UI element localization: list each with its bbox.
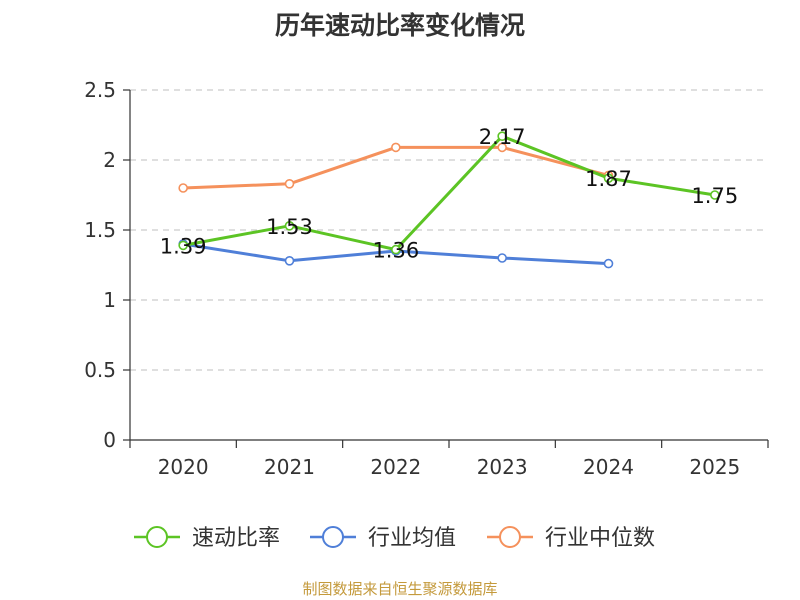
x-tick-label: 2025 <box>689 455 740 479</box>
x-tick-label: 2022 <box>370 455 421 479</box>
data-label: 2.17 <box>479 125 526 149</box>
data-label: 1.87 <box>585 167 632 191</box>
legend-label: 行业均值 <box>368 526 456 551</box>
y-tick-label: 2.5 <box>84 78 116 102</box>
data-point <box>603 258 614 269</box>
legend-marker <box>499 526 521 548</box>
data-point <box>391 244 401 255</box>
data-point <box>178 240 188 251</box>
x-tick-label: 2020 <box>158 455 209 479</box>
data-point <box>497 142 507 153</box>
data-point <box>391 142 401 153</box>
x-tick-label: 2021 <box>264 455 315 479</box>
y-tick-label: 1 <box>103 288 116 312</box>
chart-title: 历年速动比率变化情况 <box>274 11 525 40</box>
y-tick-label: 1.5 <box>84 218 116 242</box>
data-label: 1.53 <box>266 215 313 239</box>
data-label: 1.39 <box>160 234 207 258</box>
x-tick-label: 2023 <box>477 455 528 479</box>
data-point <box>497 253 507 263</box>
data-point <box>284 255 295 266</box>
y-tick-label: 0.5 <box>84 358 116 382</box>
legend-marker <box>146 526 168 548</box>
data-point <box>603 173 614 183</box>
x-tick-label: 2024 <box>583 455 634 479</box>
legend-marker <box>322 526 344 548</box>
data-point <box>284 221 295 231</box>
data-label: 1.36 <box>372 239 419 263</box>
y-tick-label: 2 <box>103 148 116 172</box>
data-point <box>284 179 295 189</box>
data-point <box>497 131 507 141</box>
data-point <box>178 183 188 193</box>
legend-label: 速动比率 <box>192 526 280 551</box>
data-source-note: 制图数据来自恒生聚源数据库 <box>302 580 498 598</box>
series-line <box>182 134 716 252</box>
legend-label: 行业中位数 <box>545 526 655 551</box>
data-label: 1.75 <box>691 184 738 208</box>
y-tick-label: 0 <box>103 428 116 452</box>
data-point <box>710 190 720 200</box>
